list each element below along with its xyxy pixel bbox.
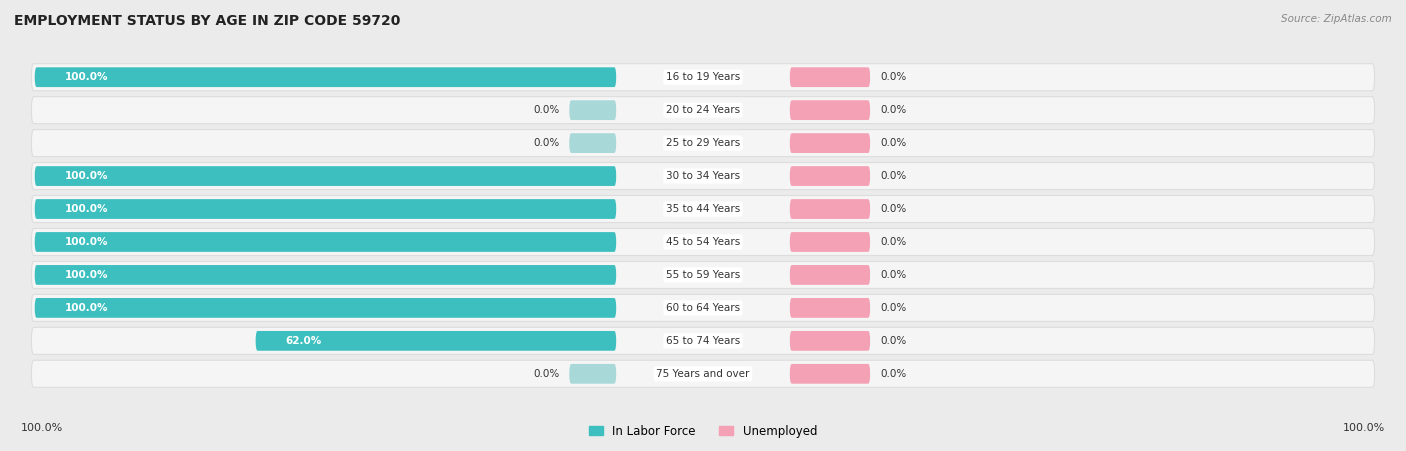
Text: 100.0%: 100.0% [1343, 423, 1385, 433]
Text: 0.0%: 0.0% [880, 171, 907, 181]
Text: 65 to 74 Years: 65 to 74 Years [666, 336, 740, 346]
Text: 16 to 19 Years: 16 to 19 Years [666, 72, 740, 82]
Text: 100.0%: 100.0% [65, 270, 108, 280]
Text: EMPLOYMENT STATUS BY AGE IN ZIP CODE 59720: EMPLOYMENT STATUS BY AGE IN ZIP CODE 597… [14, 14, 401, 28]
FancyBboxPatch shape [790, 100, 870, 120]
FancyBboxPatch shape [790, 133, 870, 153]
FancyBboxPatch shape [31, 129, 1375, 156]
FancyBboxPatch shape [35, 199, 616, 219]
FancyBboxPatch shape [790, 331, 870, 351]
Text: Source: ZipAtlas.com: Source: ZipAtlas.com [1281, 14, 1392, 23]
FancyBboxPatch shape [35, 232, 616, 252]
Text: 0.0%: 0.0% [880, 105, 907, 115]
Text: 100.0%: 100.0% [65, 171, 108, 181]
Text: 0.0%: 0.0% [533, 369, 560, 379]
Text: 55 to 59 Years: 55 to 59 Years [666, 270, 740, 280]
Text: 0.0%: 0.0% [880, 336, 907, 346]
FancyBboxPatch shape [31, 162, 1375, 189]
FancyBboxPatch shape [790, 364, 870, 384]
FancyBboxPatch shape [31, 64, 1375, 91]
Text: 0.0%: 0.0% [880, 204, 907, 214]
FancyBboxPatch shape [569, 100, 616, 120]
Text: 62.0%: 62.0% [285, 336, 322, 346]
FancyBboxPatch shape [31, 262, 1375, 289]
Text: 35 to 44 Years: 35 to 44 Years [666, 204, 740, 214]
Text: 100.0%: 100.0% [65, 204, 108, 214]
FancyBboxPatch shape [35, 67, 616, 87]
FancyBboxPatch shape [35, 265, 616, 285]
Text: 60 to 64 Years: 60 to 64 Years [666, 303, 740, 313]
Text: 25 to 29 Years: 25 to 29 Years [666, 138, 740, 148]
Text: 0.0%: 0.0% [533, 138, 560, 148]
Text: 45 to 54 Years: 45 to 54 Years [666, 237, 740, 247]
FancyBboxPatch shape [31, 295, 1375, 322]
FancyBboxPatch shape [31, 97, 1375, 124]
Text: 20 to 24 Years: 20 to 24 Years [666, 105, 740, 115]
FancyBboxPatch shape [790, 232, 870, 252]
Text: 100.0%: 100.0% [65, 237, 108, 247]
FancyBboxPatch shape [790, 199, 870, 219]
FancyBboxPatch shape [569, 364, 616, 384]
Text: 0.0%: 0.0% [533, 105, 560, 115]
FancyBboxPatch shape [790, 166, 870, 186]
Legend: In Labor Force, Unemployed: In Labor Force, Unemployed [583, 420, 823, 442]
FancyBboxPatch shape [790, 265, 870, 285]
Text: 75 Years and over: 75 Years and over [657, 369, 749, 379]
FancyBboxPatch shape [31, 360, 1375, 387]
Text: 0.0%: 0.0% [880, 270, 907, 280]
Text: 100.0%: 100.0% [21, 423, 63, 433]
Text: 0.0%: 0.0% [880, 369, 907, 379]
FancyBboxPatch shape [31, 195, 1375, 222]
Text: 0.0%: 0.0% [880, 138, 907, 148]
Text: 30 to 34 Years: 30 to 34 Years [666, 171, 740, 181]
FancyBboxPatch shape [35, 298, 616, 318]
FancyBboxPatch shape [569, 133, 616, 153]
FancyBboxPatch shape [31, 327, 1375, 354]
FancyBboxPatch shape [256, 331, 616, 351]
Text: 0.0%: 0.0% [880, 303, 907, 313]
Text: 0.0%: 0.0% [880, 72, 907, 82]
FancyBboxPatch shape [790, 298, 870, 318]
FancyBboxPatch shape [790, 67, 870, 87]
FancyBboxPatch shape [35, 166, 616, 186]
Text: 100.0%: 100.0% [65, 303, 108, 313]
Text: 100.0%: 100.0% [65, 72, 108, 82]
FancyBboxPatch shape [31, 229, 1375, 255]
Text: 0.0%: 0.0% [880, 237, 907, 247]
